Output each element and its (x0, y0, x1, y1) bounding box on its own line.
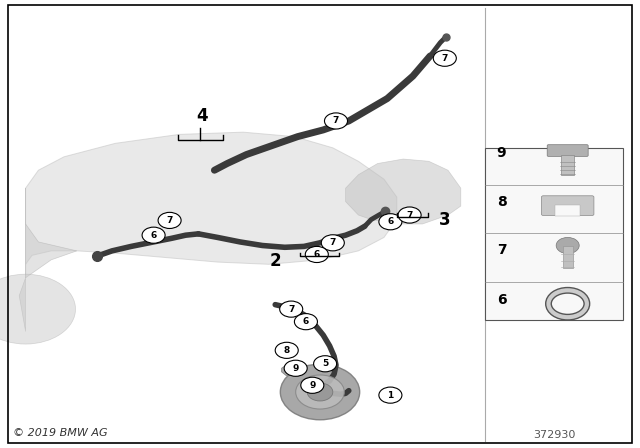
Text: 372930: 372930 (532, 430, 575, 440)
FancyBboxPatch shape (485, 148, 623, 320)
Text: 3: 3 (438, 211, 450, 229)
Circle shape (433, 50, 456, 66)
Text: 8: 8 (497, 195, 506, 209)
Text: 5: 5 (322, 359, 328, 368)
Text: 6: 6 (387, 217, 394, 226)
Text: 7: 7 (330, 238, 336, 247)
Text: 7: 7 (442, 54, 448, 63)
Circle shape (398, 207, 421, 223)
Text: 6: 6 (150, 231, 157, 240)
Circle shape (324, 113, 348, 129)
Text: 9: 9 (309, 381, 316, 390)
Text: 1: 1 (387, 391, 394, 400)
Circle shape (314, 356, 337, 372)
Text: 7: 7 (333, 116, 339, 125)
Text: 6: 6 (497, 293, 506, 306)
Text: 7: 7 (406, 211, 413, 220)
Circle shape (294, 314, 317, 330)
FancyBboxPatch shape (555, 205, 580, 216)
Text: 7: 7 (288, 305, 294, 314)
Circle shape (301, 377, 324, 393)
Circle shape (284, 360, 307, 376)
Circle shape (142, 227, 165, 243)
Circle shape (280, 364, 360, 420)
Polygon shape (346, 159, 461, 224)
Text: 2: 2 (270, 252, 282, 270)
Text: 7: 7 (166, 216, 173, 225)
Circle shape (296, 375, 344, 409)
Circle shape (556, 237, 579, 254)
Text: 7: 7 (497, 243, 506, 257)
Text: 9: 9 (497, 146, 506, 160)
FancyBboxPatch shape (547, 145, 588, 156)
Text: 6: 6 (314, 250, 320, 259)
Text: © 2019 BMW AG: © 2019 BMW AG (13, 428, 108, 438)
Text: 4: 4 (196, 108, 207, 125)
Polygon shape (19, 188, 77, 332)
Text: 9: 9 (292, 364, 299, 373)
Circle shape (321, 235, 344, 251)
Circle shape (275, 342, 298, 358)
Circle shape (0, 274, 76, 344)
Circle shape (280, 301, 303, 317)
Polygon shape (26, 132, 397, 278)
Circle shape (307, 383, 333, 401)
Circle shape (379, 214, 402, 230)
Polygon shape (282, 365, 300, 375)
FancyBboxPatch shape (541, 196, 594, 215)
Text: 8: 8 (284, 346, 290, 355)
Text: 6: 6 (303, 317, 309, 326)
FancyBboxPatch shape (561, 155, 574, 175)
Circle shape (305, 246, 328, 263)
Circle shape (379, 387, 402, 403)
FancyBboxPatch shape (563, 246, 573, 268)
Circle shape (158, 212, 181, 228)
